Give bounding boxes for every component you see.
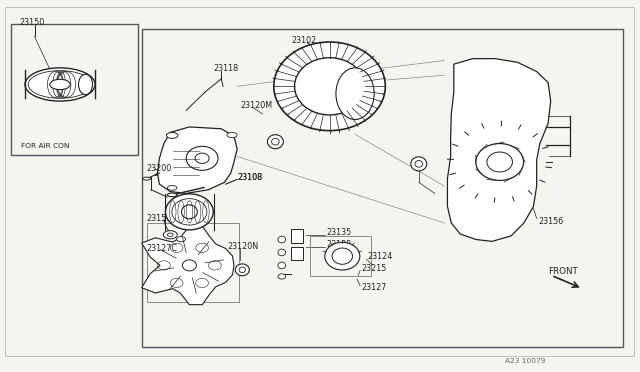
Ellipse shape (278, 236, 285, 243)
Text: 23215: 23215 (362, 264, 387, 273)
Polygon shape (447, 59, 550, 241)
Polygon shape (157, 127, 237, 193)
Ellipse shape (294, 58, 365, 115)
Bar (147, 223, 239, 302)
Ellipse shape (177, 237, 186, 242)
Ellipse shape (181, 205, 197, 219)
Text: 23135: 23135 (326, 228, 351, 237)
Polygon shape (141, 226, 234, 305)
Ellipse shape (336, 68, 374, 119)
Text: 23108: 23108 (237, 173, 262, 182)
Text: 23150B: 23150B (147, 214, 177, 223)
Text: 23127C: 23127C (147, 244, 178, 253)
Ellipse shape (166, 194, 213, 230)
Bar (291, 247, 303, 260)
Ellipse shape (25, 68, 95, 101)
Text: 23150: 23150 (172, 201, 197, 210)
Ellipse shape (278, 262, 285, 269)
Ellipse shape (168, 193, 177, 197)
Ellipse shape (182, 260, 196, 271)
Text: 23156: 23156 (538, 217, 563, 225)
Ellipse shape (268, 135, 284, 149)
Ellipse shape (415, 161, 422, 167)
Ellipse shape (278, 249, 285, 256)
Bar (11, 23, 138, 155)
Bar (310, 236, 371, 276)
Text: 23124: 23124 (368, 252, 393, 262)
Text: 23102: 23102 (291, 36, 317, 45)
Ellipse shape (274, 42, 385, 131)
Ellipse shape (278, 274, 285, 279)
Ellipse shape (143, 177, 150, 180)
Text: 23108: 23108 (237, 173, 262, 182)
Ellipse shape (79, 74, 93, 94)
Text: 23150: 23150 (19, 18, 45, 27)
Text: A23 10079: A23 10079 (505, 358, 545, 365)
Ellipse shape (239, 267, 246, 273)
Text: FOR AIR CON: FOR AIR CON (20, 143, 69, 149)
Text: 23100: 23100 (153, 169, 178, 177)
Ellipse shape (163, 231, 177, 239)
Ellipse shape (487, 152, 513, 172)
Ellipse shape (195, 153, 209, 163)
Ellipse shape (168, 186, 177, 190)
Text: 23118: 23118 (214, 64, 239, 73)
Ellipse shape (411, 157, 427, 171)
Ellipse shape (50, 79, 70, 90)
Text: 23127: 23127 (362, 283, 387, 292)
Ellipse shape (166, 132, 178, 138)
Text: 23138: 23138 (326, 240, 351, 249)
Text: 23120M: 23120M (241, 101, 273, 110)
Ellipse shape (236, 264, 249, 276)
Ellipse shape (476, 144, 524, 180)
Ellipse shape (168, 233, 173, 236)
Bar (141, 29, 623, 347)
Bar (291, 229, 303, 243)
Ellipse shape (227, 132, 237, 138)
Text: 23200: 23200 (147, 164, 172, 173)
Ellipse shape (332, 248, 353, 264)
Text: 23120N: 23120N (228, 242, 259, 251)
Ellipse shape (324, 242, 360, 270)
Ellipse shape (186, 146, 218, 170)
Text: FRONT: FRONT (548, 267, 578, 276)
Ellipse shape (271, 138, 279, 145)
